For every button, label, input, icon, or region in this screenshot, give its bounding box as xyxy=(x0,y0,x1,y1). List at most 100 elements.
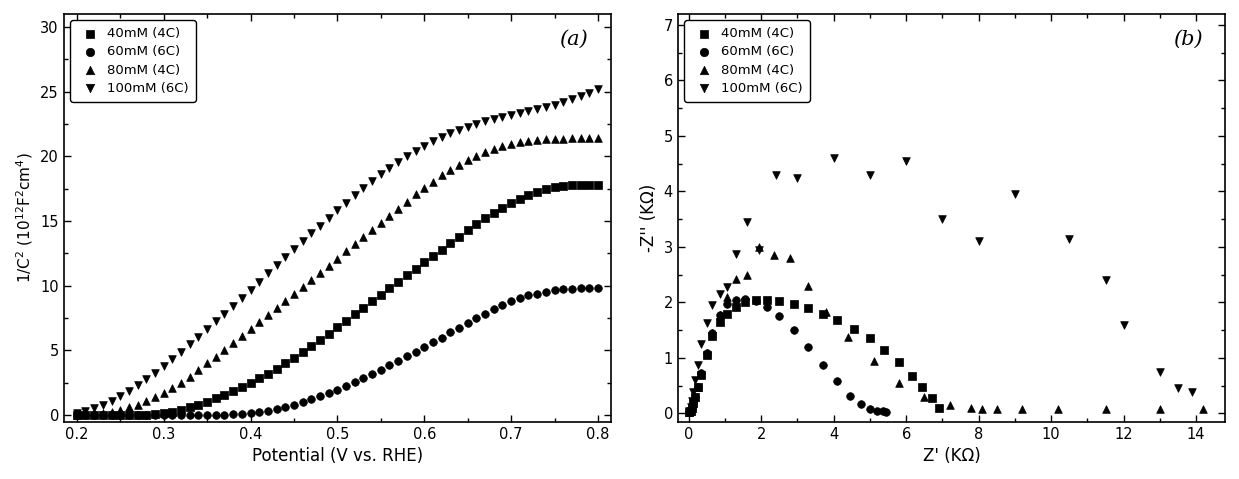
100mM (6C) xyxy=(370,171,390,178)
80mM (4C) xyxy=(839,333,859,341)
60mM (6C) xyxy=(336,382,356,390)
100mM (6C) xyxy=(571,92,591,100)
60mM (6C) xyxy=(536,288,556,296)
40mM (4C) xyxy=(310,336,330,344)
80mM (4C) xyxy=(440,166,460,174)
40mM (4C) xyxy=(536,185,556,193)
80mM (4C) xyxy=(197,360,217,367)
100mM (6C) xyxy=(240,286,260,294)
80mM (4C) xyxy=(683,399,703,407)
80mM (4C) xyxy=(344,240,364,248)
40mM (4C) xyxy=(929,404,949,411)
80mM (4C) xyxy=(764,251,784,259)
X-axis label: Potential (V vs. RHE): Potential (V vs. RHE) xyxy=(252,447,422,465)
60mM (6C) xyxy=(388,357,408,365)
100mM (6C) xyxy=(580,89,600,97)
40mM (4C) xyxy=(180,404,199,411)
80mM (4C) xyxy=(750,243,769,251)
80mM (4C) xyxy=(292,283,312,291)
60mM (6C) xyxy=(735,295,755,303)
40mM (4C) xyxy=(188,401,208,409)
80mM (4C) xyxy=(973,405,992,413)
40mM (4C) xyxy=(76,411,95,418)
60mM (6C) xyxy=(519,292,539,299)
100mM (6C) xyxy=(589,85,608,93)
100mM (6C) xyxy=(750,246,769,253)
80mM (4C) xyxy=(301,276,321,284)
80mM (4C) xyxy=(680,407,700,414)
100mM (6C) xyxy=(1168,385,1188,392)
60mM (6C) xyxy=(206,411,225,419)
80mM (4C) xyxy=(914,393,934,400)
Legend: 40mM (4C), 60mM (6C), 80mM (4C), 100mM (6C): 40mM (4C), 60mM (6C), 80mM (4C), 100mM (… xyxy=(684,21,809,102)
80mM (4C) xyxy=(240,325,260,333)
100mM (6C) xyxy=(128,382,147,389)
100mM (6C) xyxy=(681,398,701,405)
80mM (4C) xyxy=(284,290,304,298)
100mM (6C) xyxy=(440,129,460,137)
100mM (6C) xyxy=(154,362,173,370)
60mM (6C) xyxy=(563,285,582,293)
40mM (4C) xyxy=(154,410,173,417)
40mM (4C) xyxy=(483,209,503,217)
40mM (4C) xyxy=(844,325,864,333)
80mM (4C) xyxy=(1095,405,1115,413)
60mM (6C) xyxy=(292,399,312,406)
40mM (4C) xyxy=(580,181,600,189)
100mM (6C) xyxy=(688,361,707,368)
100mM (6C) xyxy=(710,290,730,298)
60mM (6C) xyxy=(860,405,880,413)
100mM (6C) xyxy=(788,174,808,182)
100mM (6C) xyxy=(292,237,312,245)
80mM (4C) xyxy=(84,410,104,418)
100mM (6C) xyxy=(717,283,737,291)
60mM (6C) xyxy=(872,407,892,415)
60mM (6C) xyxy=(84,411,104,419)
60mM (6C) xyxy=(688,383,707,390)
40mM (4C) xyxy=(784,300,804,308)
40mM (4C) xyxy=(162,408,182,416)
80mM (4C) xyxy=(466,152,486,160)
60mM (6C) xyxy=(76,411,95,419)
60mM (6C) xyxy=(197,411,217,419)
100mM (6C) xyxy=(353,184,373,192)
40mM (4C) xyxy=(475,215,494,222)
100mM (6C) xyxy=(1005,190,1025,198)
60mM (6C) xyxy=(214,411,234,418)
80mM (4C) xyxy=(266,305,286,312)
80mM (4C) xyxy=(422,178,442,185)
80mM (4C) xyxy=(275,297,295,305)
40mM (4C) xyxy=(284,354,304,362)
40mM (4C) xyxy=(875,346,895,354)
40mM (4C) xyxy=(145,410,165,418)
100mM (6C) xyxy=(119,388,139,395)
80mM (4C) xyxy=(510,138,530,146)
80mM (4C) xyxy=(726,275,746,283)
80mM (4C) xyxy=(483,145,503,152)
100mM (6C) xyxy=(344,191,364,199)
80mM (4C) xyxy=(563,135,582,142)
80mM (4C) xyxy=(318,262,338,270)
60mM (6C) xyxy=(327,386,347,394)
40mM (4C) xyxy=(240,379,260,387)
80mM (4C) xyxy=(102,408,121,415)
60mM (6C) xyxy=(502,297,522,305)
100mM (6C) xyxy=(1114,321,1134,329)
60mM (6C) xyxy=(510,294,530,302)
80mM (4C) xyxy=(679,409,699,416)
100mM (6C) xyxy=(683,388,703,396)
100mM (6C) xyxy=(449,126,468,134)
60mM (6C) xyxy=(840,392,860,399)
80mM (4C) xyxy=(449,161,468,169)
100mM (6C) xyxy=(76,407,95,414)
80mM (4C) xyxy=(545,135,565,143)
40mM (4C) xyxy=(691,371,711,378)
60mM (6C) xyxy=(813,361,833,368)
100mM (6C) xyxy=(685,376,705,384)
60mM (6C) xyxy=(318,389,338,397)
100mM (6C) xyxy=(679,407,699,414)
40mM (4C) xyxy=(171,406,191,414)
40mM (4C) xyxy=(396,272,416,279)
40mM (4C) xyxy=(128,411,147,418)
40mM (4C) xyxy=(344,310,364,318)
